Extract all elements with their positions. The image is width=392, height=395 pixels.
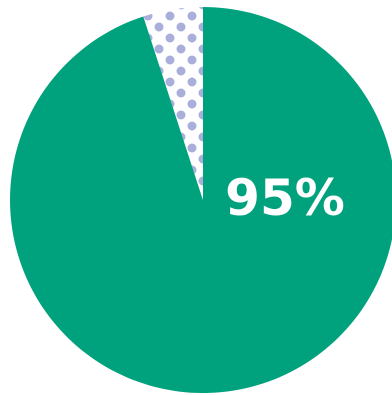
pie-slices (10, 7, 392, 393)
slice-data-label-95: 95% (225, 169, 345, 227)
pie-slice-95 (10, 7, 392, 393)
pie-slice-5 (143, 7, 203, 200)
